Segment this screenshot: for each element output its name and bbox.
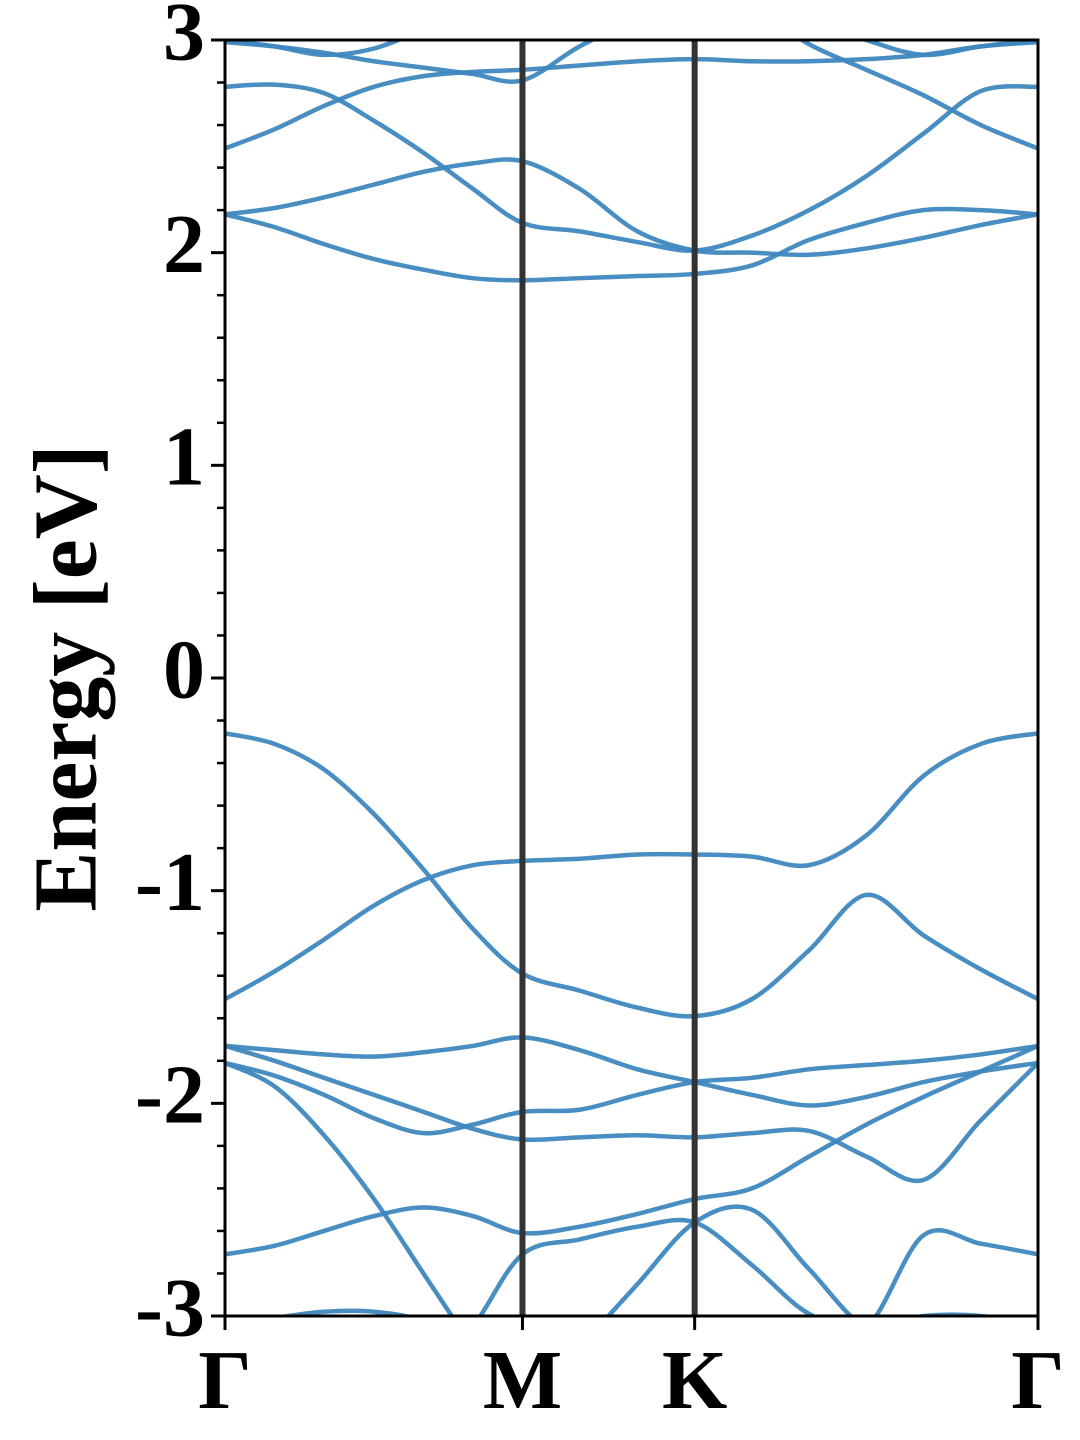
band xyxy=(225,1035,1038,1108)
band xyxy=(225,157,1038,258)
x-tick-label: M xyxy=(483,1334,562,1427)
band xyxy=(477,1217,1038,1316)
y-tick-label: 3 xyxy=(163,0,205,78)
band xyxy=(225,1043,1038,1136)
band xyxy=(225,1043,1038,1257)
y-axis-label: Energy [eV] xyxy=(17,444,116,911)
y-tick-label: -1 xyxy=(135,836,205,929)
band xyxy=(225,1043,1038,1184)
band xyxy=(225,40,1038,58)
band xyxy=(225,82,1038,253)
y-tick-label: 0 xyxy=(163,623,205,716)
y-tick-label: 1 xyxy=(163,411,205,504)
y-tick-label: -3 xyxy=(135,1261,205,1354)
x-tick-label: Γ xyxy=(198,1334,251,1427)
band-group xyxy=(225,40,1038,1316)
x-tick-label: Γ xyxy=(1011,1334,1064,1427)
band xyxy=(273,1308,414,1316)
band xyxy=(225,731,1038,1019)
y-tick-label: -2 xyxy=(135,1049,205,1142)
band xyxy=(225,40,1038,151)
y-tick-label: 2 xyxy=(163,198,205,291)
plot-frame xyxy=(223,38,1040,1318)
band xyxy=(225,206,1038,283)
band xyxy=(225,40,1038,151)
x-tick-label: K xyxy=(662,1334,727,1427)
band xyxy=(225,731,1038,1002)
